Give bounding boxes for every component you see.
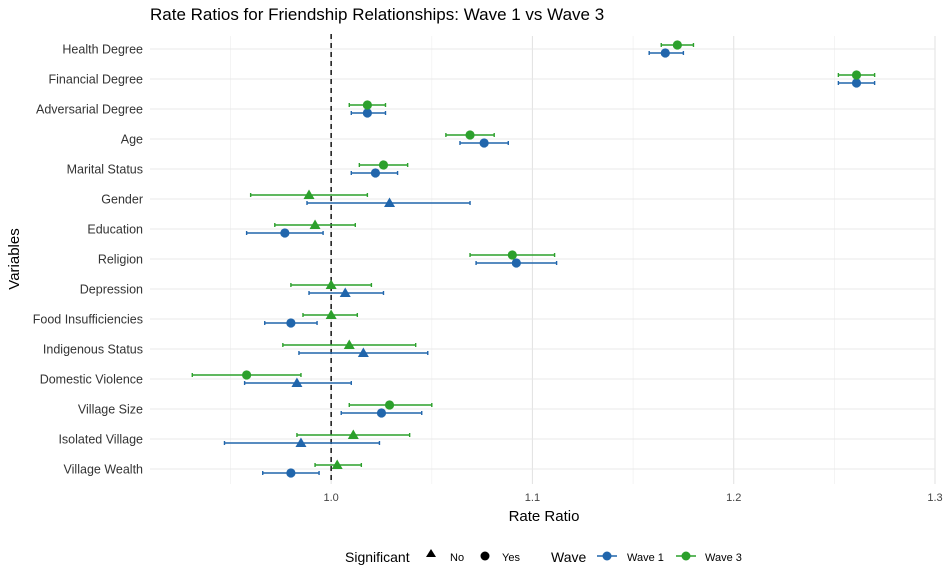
estimate-point [384, 197, 396, 207]
legend-shape-title: Significant [345, 549, 410, 565]
y-tick-label: Education [87, 223, 143, 237]
data-marks [191, 40, 876, 478]
y-tick-labels: Health Degree Financial Degree Adversarial… [33, 43, 143, 477]
estimate-point [303, 189, 315, 199]
legend-label-wave3: Wave 3 [705, 552, 742, 564]
estimate-point [370, 168, 381, 178]
legend-wave1-dot [602, 551, 612, 561]
y-tick-label: Marital Status [67, 163, 143, 177]
legend-wave3-dot [681, 551, 691, 561]
estimate-point [362, 100, 372, 110]
legend-label-wave1: Wave 1 [627, 552, 664, 564]
estimate-point [376, 408, 387, 418]
y-tick-label: Food Insufficiencies [33, 313, 143, 327]
x-tick-label: 1.0 [324, 492, 339, 504]
estimate-point [660, 48, 670, 58]
y-tick-label: Adversarial Degree [36, 103, 143, 117]
x-tick-label: 1.2 [726, 492, 741, 504]
legend-triangle-icon [426, 549, 436, 557]
legend-color-title: Wave [551, 549, 586, 565]
estimate-point [507, 250, 517, 260]
x-tick-label: 1.1 [525, 492, 540, 504]
estimate-point [851, 70, 862, 80]
y-tick-label: Village Size [78, 403, 143, 417]
estimate-point [511, 258, 521, 268]
estimate-point [331, 459, 343, 469]
chart-title: Rate Ratios for Friendship Relationships… [150, 5, 604, 24]
estimate-point [384, 400, 395, 410]
y-tick-label: Depression [80, 283, 143, 297]
y-tick-label: Gender [101, 193, 143, 207]
y-tick-label: Health Degree [62, 43, 143, 57]
y-tick-label: Village Wealth [64, 463, 143, 477]
y-tick-label: Religion [98, 253, 143, 267]
estimate-point [357, 347, 369, 357]
legend: Significant No Yes Wave Wave 1 Wave 3 [345, 549, 742, 565]
y-tick-label: Indigenous Status [43, 343, 143, 357]
estimate-point [286, 468, 296, 478]
estimate-point [325, 309, 337, 319]
estimate-point [286, 318, 296, 328]
y-tick-label: Domestic Violence [40, 373, 143, 387]
y-tick-label: Financial Degree [49, 73, 144, 87]
estimate-point [465, 130, 475, 140]
estimate-point [479, 138, 489, 148]
estimate-point [672, 40, 682, 50]
estimate-point [362, 108, 372, 118]
estimate-point [347, 429, 359, 439]
x-tick-label: 1.3 [927, 492, 942, 504]
legend-circle-icon [480, 551, 490, 561]
estimate-point [280, 228, 290, 238]
legend-label-yes: Yes [502, 552, 520, 564]
y-tick-label: Isolated Village [58, 433, 143, 447]
estimate-point [339, 287, 351, 297]
estimate-point [309, 219, 321, 229]
x-tick-labels: 1.0 1.1 1.2 1.3 [324, 492, 943, 504]
estimate-point [242, 370, 252, 380]
estimate-point [343, 339, 355, 349]
y-axis-label: Variables [6, 228, 23, 289]
x-axis-label: Rate Ratio [509, 508, 580, 525]
estimate-point [295, 437, 307, 447]
estimate-point [325, 279, 337, 289]
estimate-point [378, 160, 389, 170]
grid-lines [150, 36, 936, 484]
estimate-point [851, 78, 862, 88]
estimate-point [291, 377, 303, 387]
legend-label-no: No [450, 552, 464, 564]
y-tick-label: Age [121, 133, 143, 147]
